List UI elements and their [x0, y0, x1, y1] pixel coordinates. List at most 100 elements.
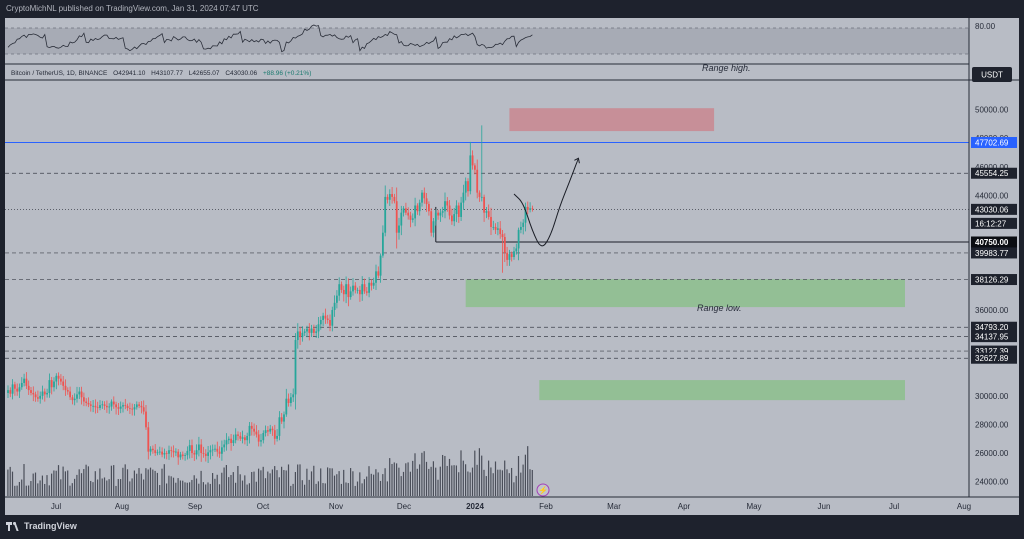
candle	[448, 205, 451, 216]
volume-bar	[297, 464, 299, 496]
time-axis-label: Aug	[957, 502, 971, 511]
volume-bar	[46, 475, 48, 496]
candle	[368, 282, 370, 293]
chart-frame[interactable]: 80.00 Bitcoin / TetherUS, 1D, BINANCE O4…	[5, 18, 1019, 515]
volume-bar	[396, 463, 398, 496]
candle	[25, 378, 28, 386]
volume-bar	[283, 470, 285, 496]
candle	[156, 452, 159, 454]
volume-bar	[253, 471, 255, 496]
candle	[336, 295, 338, 303]
volume-bar	[126, 469, 129, 496]
candle	[290, 397, 292, 403]
candle	[434, 212, 437, 222]
candle	[292, 394, 295, 398]
volume-bar	[439, 466, 441, 496]
volume-bar	[32, 473, 34, 496]
volume-bar	[407, 462, 409, 496]
volume-bar	[513, 482, 515, 496]
time-axis[interactable]: Jul Aug Sep Oct Nov Dec 2024 Feb Mar Apr May Jun Jul…	[51, 502, 971, 511]
volume-bar	[198, 483, 200, 496]
candle	[439, 212, 442, 216]
tradingview-logo[interactable]: TradingView	[6, 521, 77, 531]
volume-bar	[237, 465, 239, 496]
volume-bar	[366, 476, 368, 496]
candle	[467, 181, 469, 192]
candle	[221, 447, 223, 454]
time-axis-label: Sep	[188, 502, 203, 511]
volume-bar	[416, 468, 418, 496]
candle	[7, 390, 9, 393]
candle	[78, 391, 81, 395]
level-label: 40750.00	[975, 238, 1009, 247]
candle	[172, 450, 175, 453]
volume-bar	[375, 469, 377, 496]
candle	[276, 435, 278, 439]
candle	[377, 271, 380, 276]
projection-path	[513, 158, 579, 247]
candle	[181, 454, 184, 456]
candle	[296, 331, 299, 341]
volume-bar	[25, 485, 27, 496]
candle	[299, 331, 301, 338]
level-label-box	[971, 217, 1017, 229]
time-axis-label: Aug	[115, 502, 129, 511]
candle	[526, 206, 529, 210]
candle	[416, 205, 419, 212]
volume-bar	[522, 464, 524, 496]
volume-bar	[154, 470, 156, 496]
volume-bar	[333, 475, 336, 496]
volume-bar	[30, 481, 32, 496]
volume-bar	[274, 466, 276, 496]
volume-bar	[419, 464, 421, 496]
volume-bar	[184, 482, 186, 496]
price-tick-label: 28000.00	[975, 420, 1009, 429]
candle	[198, 444, 200, 451]
candle	[152, 448, 154, 451]
price-tick-label: 30000.00	[975, 392, 1009, 401]
candle	[188, 445, 191, 451]
candle	[66, 390, 69, 392]
candle	[391, 194, 393, 197]
candle	[384, 196, 387, 233]
level-label: 34137.95	[975, 333, 1009, 342]
volume-bar	[225, 465, 227, 496]
candle	[278, 417, 281, 436]
candle	[497, 228, 499, 230]
volume-bar	[212, 473, 214, 496]
volume-bar	[329, 468, 331, 496]
volume-bar	[481, 455, 483, 496]
volume-bar	[423, 451, 425, 496]
range-low-annotation: Range low.	[697, 303, 742, 313]
flash-icon[interactable]	[536, 483, 550, 497]
level-label: 33127.39	[975, 347, 1009, 356]
volume-bar	[209, 483, 211, 496]
volume-bar	[435, 467, 437, 496]
volume-bar	[108, 479, 110, 496]
volume-bar	[529, 469, 531, 496]
candle	[388, 194, 391, 200]
publisher-bar: CryptoMichNL published on TradingView.co…	[0, 0, 1024, 18]
currency-button[interactable]	[972, 67, 1012, 82]
level-label-box	[971, 167, 1017, 179]
candle	[522, 222, 525, 227]
rsi-path	[7, 24, 533, 53]
volume-bar	[458, 472, 460, 496]
volume-bar	[520, 472, 522, 496]
candle	[11, 384, 14, 394]
volume-bar	[260, 470, 262, 496]
volume-bar	[511, 467, 513, 496]
volume-bar	[228, 477, 230, 496]
volume-bar	[377, 472, 379, 496]
volume-bar	[193, 475, 195, 496]
volume-bar	[350, 468, 352, 496]
volume-bar	[322, 483, 324, 496]
brand-name: TradingView	[24, 521, 77, 531]
candle	[218, 451, 221, 454]
volume-bar	[354, 485, 356, 496]
candle	[444, 201, 446, 212]
candle	[230, 438, 232, 444]
volume-bar	[69, 485, 71, 496]
candle	[248, 425, 251, 436]
candle	[138, 404, 140, 406]
